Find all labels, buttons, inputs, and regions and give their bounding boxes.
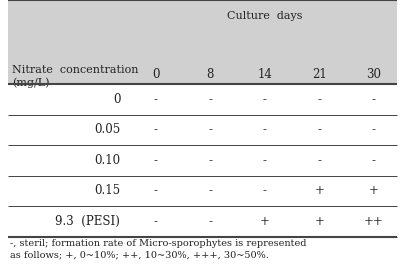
Text: +: +	[314, 184, 324, 197]
Text: -: -	[208, 123, 212, 136]
Text: -: -	[154, 154, 158, 167]
Text: 8: 8	[207, 68, 214, 81]
Text: -, steril; formation rate of Micro-sporophytes is represented
as follows; +, 0~1: -, steril; formation rate of Micro-sporo…	[10, 239, 306, 260]
Text: -: -	[372, 93, 376, 106]
Text: -: -	[263, 184, 267, 197]
Text: +: +	[369, 184, 379, 197]
Text: ++: ++	[364, 215, 384, 228]
Text: 9.3  (PESI): 9.3 (PESI)	[55, 215, 120, 228]
Text: 30: 30	[366, 68, 381, 81]
Text: -: -	[317, 93, 321, 106]
Text: 21: 21	[312, 68, 326, 81]
Text: +: +	[314, 215, 324, 228]
Text: -: -	[154, 93, 158, 106]
Text: -: -	[263, 93, 267, 106]
Text: Nitrate  concentration
(mg/L): Nitrate concentration (mg/L)	[12, 65, 138, 88]
Text: 14: 14	[257, 68, 272, 81]
Bar	[8, 0, 397, 84]
Text: -: -	[154, 184, 158, 197]
Text: -: -	[372, 154, 376, 167]
Text: -: -	[208, 154, 212, 167]
Text: 0.05: 0.05	[94, 123, 120, 136]
Text: -: -	[154, 123, 158, 136]
Text: 0: 0	[152, 68, 159, 81]
Text: 0.15: 0.15	[94, 184, 120, 197]
Text: -: -	[317, 123, 321, 136]
Text: -: -	[208, 93, 212, 106]
Text: +: +	[260, 215, 269, 228]
Text: -: -	[317, 154, 321, 167]
Text: -: -	[263, 123, 267, 136]
Text: -: -	[372, 123, 376, 136]
Text: Culture  days: Culture days	[227, 11, 302, 21]
Text: -: -	[208, 215, 212, 228]
Text: -: -	[154, 215, 158, 228]
Text: -: -	[208, 184, 212, 197]
Text: 0.10: 0.10	[94, 154, 120, 167]
Text: 0: 0	[113, 93, 120, 106]
Text: -: -	[263, 154, 267, 167]
